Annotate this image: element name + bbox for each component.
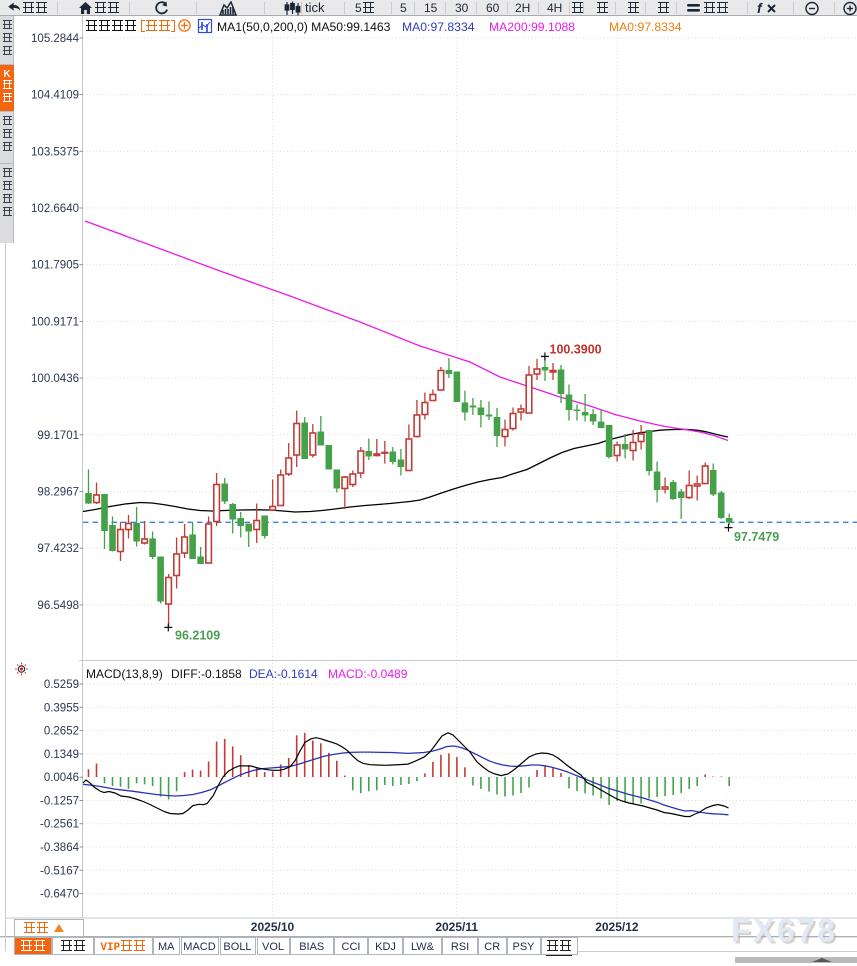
svg-text:MA0:97.8334: MA0:97.8334 — [609, 20, 682, 34]
svg-text:0.2652: 0.2652 — [44, 726, 79, 738]
svg-text:98.2967: 98.2967 — [37, 487, 79, 499]
svg-text:100.0436: 100.0436 — [31, 373, 79, 385]
svg-text:96.5498: 96.5498 — [37, 600, 79, 612]
svg-text:MA200:99.1088: MA200:99.1088 — [489, 20, 575, 34]
svg-text:-0.3864: -0.3864 — [40, 842, 80, 854]
svg-text:100.9171: 100.9171 — [31, 316, 79, 328]
svg-text:103.5375: 103.5375 — [31, 146, 79, 158]
svg-text:MA1(50,0,200,0) MA50:99.1463: MA1(50,0,200,0) MA50:99.1463 — [217, 20, 391, 34]
svg-text:97.7479: 97.7479 — [734, 530, 779, 544]
svg-text:FX678: FX678 — [733, 914, 839, 950]
svg-text:-0.2561: -0.2561 — [40, 819, 79, 831]
svg-text:105.2844: 105.2844 — [31, 33, 80, 45]
svg-text:102.6640: 102.6640 — [31, 203, 79, 215]
svg-text:0.5259: 0.5259 — [44, 679, 79, 691]
svg-text:MA0:97.8334: MA0:97.8334 — [402, 20, 475, 34]
svg-text:104.4109: 104.4109 — [31, 90, 79, 102]
svg-text:96.2109: 96.2109 — [175, 629, 220, 643]
svg-text:100.3900: 100.3900 — [550, 343, 602, 357]
svg-text:-0.5167: -0.5167 — [40, 865, 79, 877]
svg-text:-0.1257: -0.1257 — [40, 796, 79, 808]
svg-text:MACD:-0.0489: MACD:-0.0489 — [328, 667, 408, 681]
svg-text:0.0046: 0.0046 — [44, 772, 79, 784]
svg-text:0.3955: 0.3955 — [44, 702, 79, 714]
svg-text:2025/10: 2025/10 — [251, 920, 295, 934]
svg-text:2025/11: 2025/11 — [435, 920, 478, 934]
svg-text:0.1349: 0.1349 — [44, 749, 79, 761]
svg-text:DIFF:-0.1858: DIFF:-0.1858 — [171, 667, 242, 681]
svg-text:99.1701: 99.1701 — [37, 430, 79, 442]
svg-text:MACD(13,8,9): MACD(13,8,9) — [86, 667, 163, 681]
svg-text:97.4232: 97.4232 — [37, 543, 79, 555]
svg-text:FX678: FX678 — [731, 913, 837, 949]
svg-text:2025/12: 2025/12 — [595, 920, 639, 934]
svg-text:101.7905: 101.7905 — [31, 260, 79, 272]
svg-text:DEA:-0.1614: DEA:-0.1614 — [249, 667, 318, 681]
svg-text:-0.6470: -0.6470 — [40, 889, 79, 901]
